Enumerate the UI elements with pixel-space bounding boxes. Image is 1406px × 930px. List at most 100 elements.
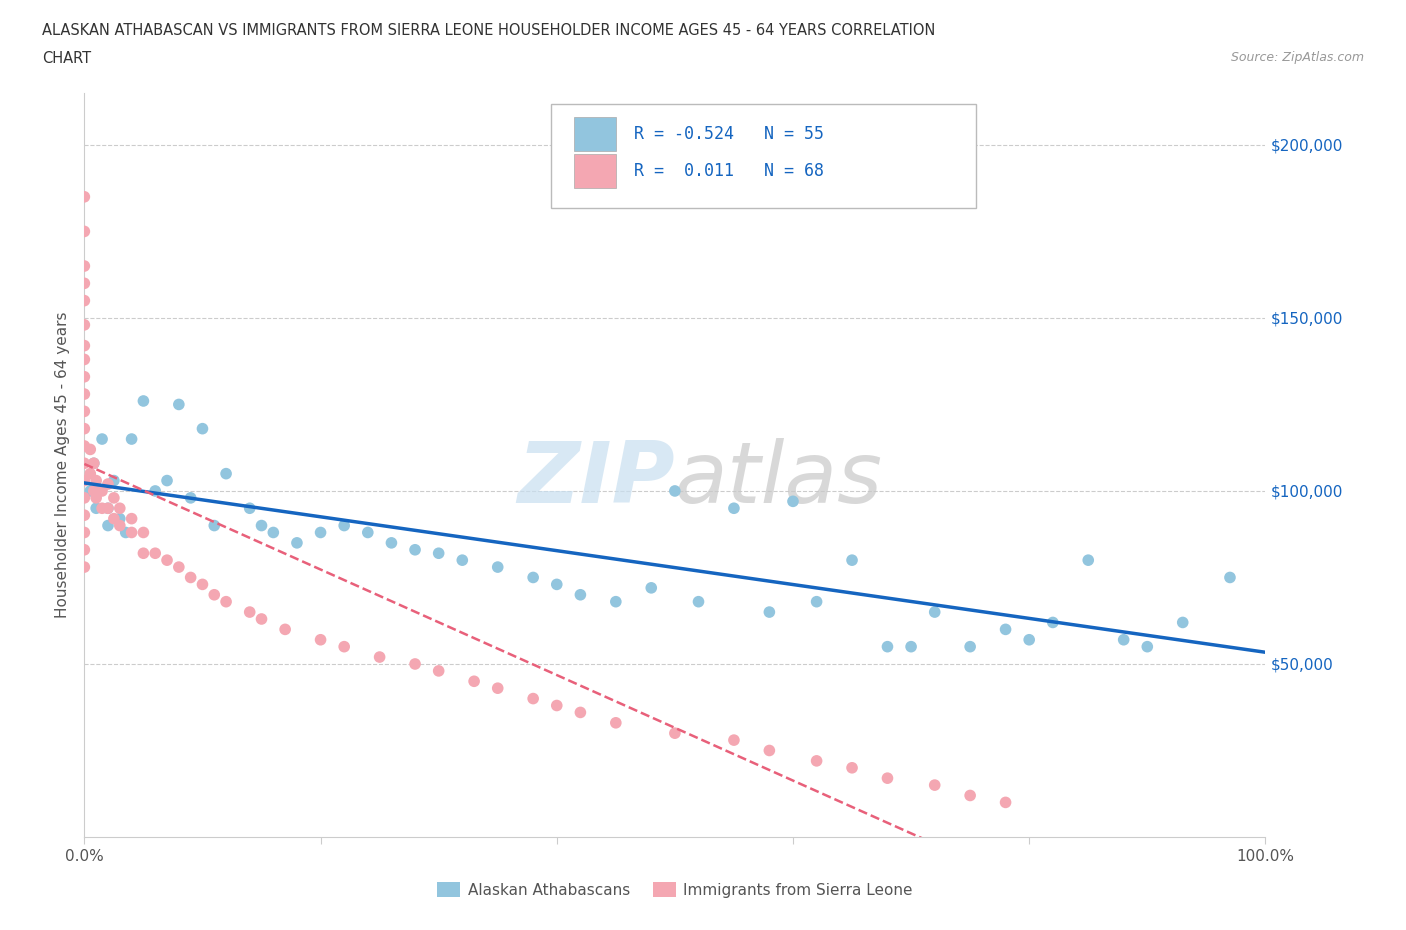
Point <box>73 369 96 384</box>
Point <box>73 473 96 488</box>
Point <box>156 473 179 488</box>
Point <box>1042 615 1064 630</box>
Point <box>121 432 143 446</box>
Point <box>97 518 120 533</box>
Point <box>546 698 568 713</box>
Point <box>91 501 114 516</box>
Point <box>758 604 780 619</box>
Point <box>723 733 745 748</box>
Point <box>202 518 225 533</box>
Point <box>333 518 356 533</box>
Point <box>522 570 544 585</box>
Point <box>73 421 96 436</box>
Point <box>806 594 828 609</box>
Point <box>1077 552 1099 567</box>
Point <box>79 466 101 481</box>
Point <box>73 276 96 291</box>
Point <box>84 473 107 488</box>
Point <box>91 432 114 446</box>
Point <box>250 518 273 533</box>
Point <box>73 439 96 454</box>
Point <box>180 490 202 505</box>
Point <box>143 546 166 561</box>
Point <box>202 588 225 603</box>
Bar <box>575 117 616 151</box>
Point <box>368 650 391 665</box>
Point <box>180 570 202 585</box>
Point <box>994 622 1017 637</box>
Point <box>97 501 120 516</box>
Point <box>546 577 568 591</box>
Point <box>103 473 125 488</box>
Point <box>876 771 898 786</box>
Point <box>121 512 143 526</box>
Point <box>91 484 114 498</box>
Point <box>664 725 686 740</box>
Text: atlas: atlas <box>675 438 883 522</box>
Point <box>156 552 179 567</box>
Point <box>73 525 96 540</box>
Point <box>215 466 238 481</box>
Point <box>73 387 96 402</box>
Point <box>782 494 804 509</box>
Point <box>73 560 96 575</box>
Point <box>274 622 297 637</box>
Point <box>83 456 105 471</box>
Point <box>103 490 125 505</box>
Point <box>994 795 1017 810</box>
Point <box>97 476 120 491</box>
Point <box>79 442 101 457</box>
Point <box>486 681 509 696</box>
Point <box>309 525 332 540</box>
FancyBboxPatch shape <box>551 104 976 208</box>
Point <box>959 639 981 654</box>
Text: ZIP: ZIP <box>517 438 675 522</box>
Point <box>285 536 308 551</box>
Point <box>688 594 710 609</box>
Point <box>73 404 96 418</box>
Point <box>309 632 332 647</box>
Point <box>1018 632 1040 647</box>
Point <box>404 542 426 557</box>
Point <box>664 484 686 498</box>
Point <box>108 518 131 533</box>
Point <box>924 604 946 619</box>
Point <box>103 512 125 526</box>
Point <box>959 788 981 803</box>
Point <box>73 339 96 353</box>
Point <box>73 508 96 523</box>
Point <box>723 501 745 516</box>
Text: R = -0.524   N = 55: R = -0.524 N = 55 <box>634 125 824 143</box>
Point <box>1112 632 1135 647</box>
Point <box>108 501 131 516</box>
Point <box>427 546 450 561</box>
Point <box>73 259 96 273</box>
Point <box>97 501 120 516</box>
Point <box>73 456 96 471</box>
Point <box>841 552 863 567</box>
Point <box>841 761 863 776</box>
Point <box>73 542 96 557</box>
Point <box>239 501 262 516</box>
Point <box>191 577 214 591</box>
Point <box>215 594 238 609</box>
Point <box>427 663 450 678</box>
Point <box>486 560 509 575</box>
Point <box>121 525 143 540</box>
Point <box>191 421 214 436</box>
Point <box>108 512 131 526</box>
Point <box>84 490 107 505</box>
Text: CHART: CHART <box>42 51 91 66</box>
Point <box>463 674 485 689</box>
Point <box>404 657 426 671</box>
Point <box>569 588 592 603</box>
Point <box>451 552 474 567</box>
Point <box>143 484 166 498</box>
Point <box>73 317 96 332</box>
Point <box>900 639 922 654</box>
Y-axis label: Householder Income Ages 45 - 64 years: Householder Income Ages 45 - 64 years <box>55 312 70 618</box>
Point <box>876 639 898 654</box>
Point <box>806 753 828 768</box>
Point <box>262 525 284 540</box>
Point <box>924 777 946 792</box>
